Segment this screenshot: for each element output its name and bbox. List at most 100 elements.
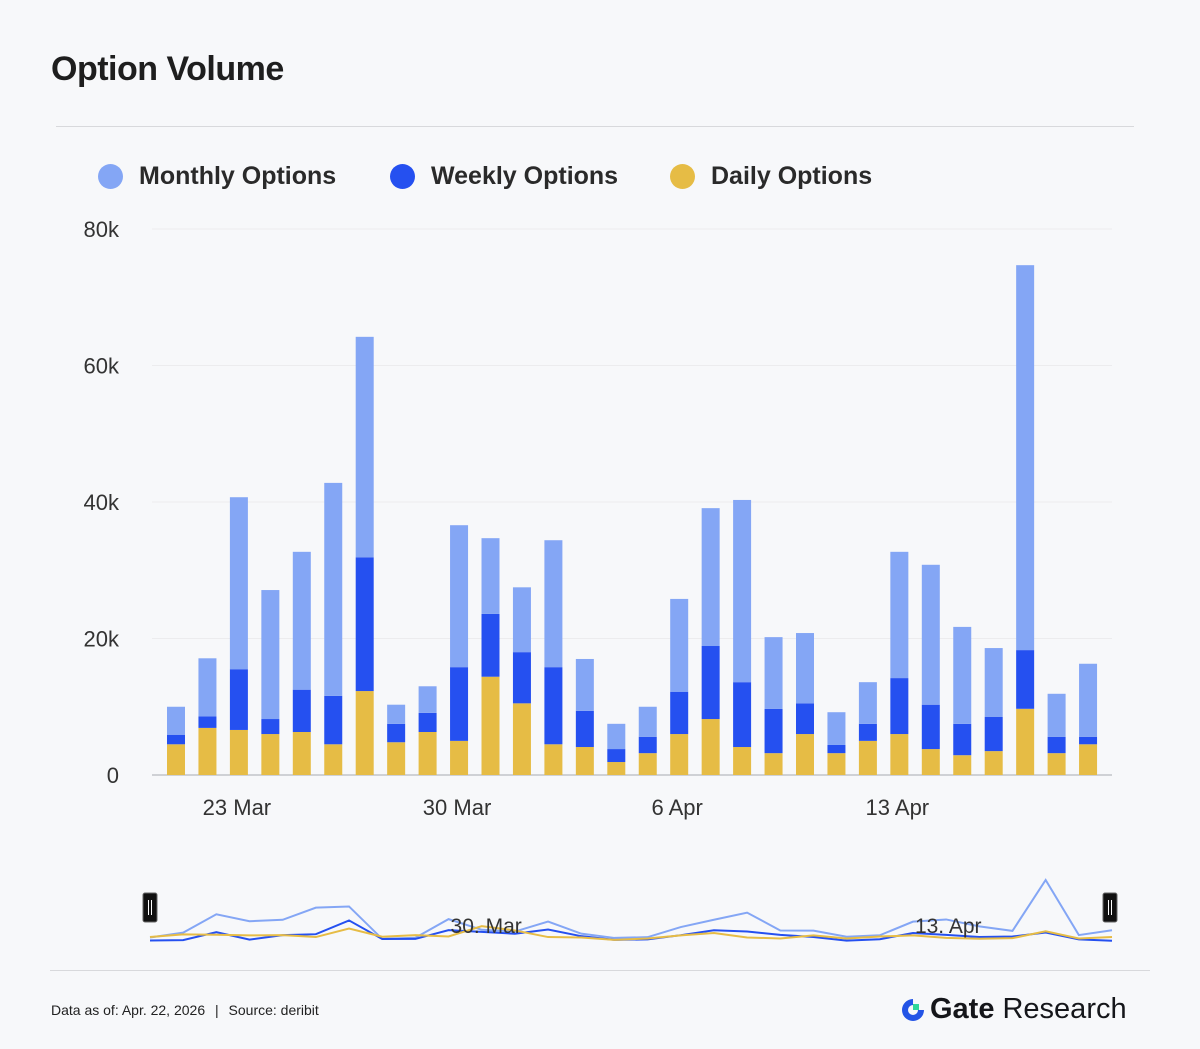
bar-weekly <box>324 695 343 745</box>
navigator-label: 30. Mar <box>451 915 522 938</box>
bar-weekly <box>858 723 877 741</box>
bar-weekly <box>638 736 657 754</box>
bar-weekly <box>198 716 217 728</box>
bar-monthly <box>544 540 563 668</box>
bar-weekly <box>827 744 846 754</box>
bar-daily <box>418 732 437 775</box>
bar-weekly <box>607 749 626 763</box>
bar-weekly <box>1016 650 1035 709</box>
bar-monthly <box>827 712 846 745</box>
bar-monthly <box>355 336 374 558</box>
bar-weekly <box>1047 736 1066 754</box>
x-tick-label: 30 Mar <box>423 795 491 820</box>
bar-daily <box>827 753 846 775</box>
bar-daily <box>355 691 374 775</box>
bar-weekly <box>764 708 783 754</box>
bar-monthly <box>1016 265 1035 651</box>
x-tick-label: 23 Mar <box>203 795 271 820</box>
page-title: Option Volume <box>51 50 284 88</box>
bar-monthly <box>292 551 311 690</box>
logo-suffix: Research <box>1002 993 1127 1025</box>
bar-monthly <box>953 626 972 724</box>
bar-daily <box>481 676 500 775</box>
logo-brand: Gate <box>930 993 995 1025</box>
bar-monthly <box>198 658 217 717</box>
bar-daily <box>796 734 814 775</box>
bar-monthly <box>670 598 689 692</box>
bar-weekly <box>670 691 689 735</box>
bar-weekly <box>890 678 909 735</box>
bar-monthly <box>607 723 626 750</box>
bar-monthly <box>481 538 500 614</box>
bar-monthly <box>890 551 909 679</box>
bar-daily <box>1047 753 1066 775</box>
legend-label: Monthly Options <box>139 162 337 190</box>
bar-monthly <box>575 658 594 711</box>
source: Source: deribit <box>228 1002 319 1018</box>
footer: Data as of: Apr. 22, 2026 | Source: deri… <box>51 1002 319 1018</box>
bar-daily <box>229 729 248 775</box>
navigator-label: 13. Apr <box>915 915 982 938</box>
bar-daily <box>512 703 531 775</box>
bar-daily <box>261 734 280 775</box>
bar-weekly <box>418 712 437 733</box>
footer-separator: | <box>215 1002 219 1018</box>
bar-daily <box>890 734 909 775</box>
bar-weekly <box>733 682 752 748</box>
bar-daily <box>198 727 217 775</box>
navigator-line-monthly <box>149 878 1113 940</box>
bar-monthly <box>1079 663 1098 737</box>
navigator-handle-right[interactable] <box>1102 892 1118 923</box>
bar-monthly <box>921 564 940 705</box>
bar-daily <box>638 753 657 775</box>
bar-daily <box>292 732 311 775</box>
bar-daily <box>764 753 783 775</box>
bar-weekly <box>355 557 374 692</box>
x-tick-label: 13 Apr <box>866 795 930 820</box>
y-tick-label: 40k <box>84 490 120 515</box>
y-tick-label: 60k <box>84 354 120 379</box>
bar-daily <box>1016 708 1035 775</box>
bar-weekly <box>921 704 940 750</box>
bar-daily <box>575 747 594 775</box>
bar-daily <box>607 762 626 775</box>
bar-monthly <box>858 682 877 724</box>
bar-monthly <box>733 499 752 683</box>
bar-daily <box>701 719 720 775</box>
bar-monthly <box>261 590 280 720</box>
bar-weekly <box>796 703 814 735</box>
legend-dot-icon <box>670 164 695 189</box>
bar-monthly <box>450 525 469 668</box>
bar-monthly <box>638 706 657 737</box>
bar-weekly <box>575 710 594 748</box>
legend-dot-icon <box>390 164 415 189</box>
bar-weekly <box>450 667 469 741</box>
navigator-line-daily <box>149 925 1113 941</box>
bar-daily <box>324 744 343 775</box>
x-tick-label: 6 Apr <box>652 795 703 820</box>
bar-monthly <box>387 704 406 724</box>
bar-weekly <box>984 716 1003 752</box>
bar-weekly <box>481 613 500 677</box>
legend-dot-icon <box>98 164 123 189</box>
legend-label: Daily Options <box>711 162 873 190</box>
bar-weekly <box>229 669 248 730</box>
bar-weekly <box>512 652 531 704</box>
divider <box>50 970 1150 971</box>
legend-weekly[interactable]: Weekly Options <box>390 162 618 191</box>
legend-monthly[interactable]: Monthly Options <box>98 162 336 191</box>
bar-weekly <box>167 734 185 745</box>
bar-monthly <box>229 497 248 670</box>
bar-weekly <box>701 646 720 720</box>
bar-daily <box>858 740 877 775</box>
navigator-handle-left[interactable] <box>142 892 158 923</box>
bar-monthly <box>324 482 343 696</box>
legend-daily[interactable]: Daily Options <box>670 162 872 191</box>
gate-research-logo: Gate Research <box>900 993 1127 1026</box>
bar-monthly <box>796 633 814 704</box>
bar-weekly <box>292 689 311 733</box>
bar-daily <box>167 744 185 775</box>
divider <box>56 126 1134 127</box>
bar-monthly <box>984 648 1003 717</box>
